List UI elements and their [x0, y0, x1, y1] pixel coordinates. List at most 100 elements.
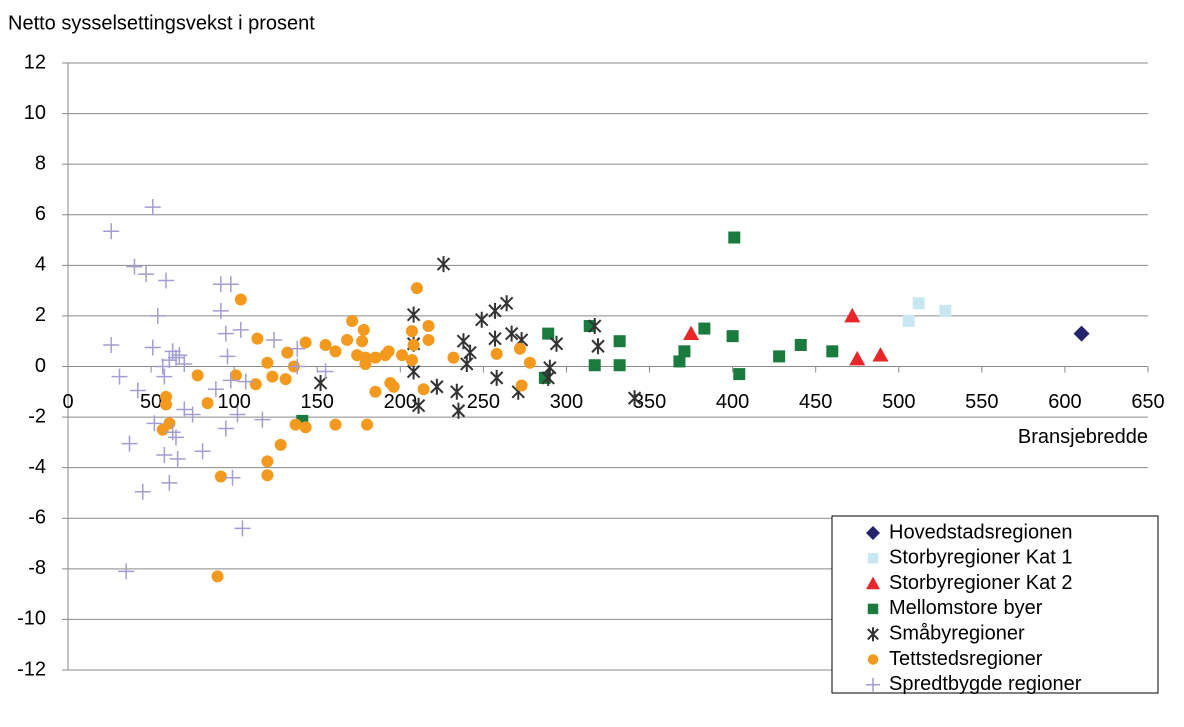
point: [939, 304, 952, 317]
point: [217, 420, 234, 437]
point: [146, 415, 163, 432]
y-tick-label: 12: [24, 51, 46, 73]
point: [266, 331, 283, 348]
point: [176, 355, 193, 372]
legend-box: [831, 515, 1159, 694]
point: [118, 563, 135, 580]
x-axis-label: Bransjebredde: [1018, 426, 1148, 448]
point: [237, 373, 254, 390]
y-tick-label: 2: [35, 304, 46, 326]
point: [411, 397, 426, 414]
point: [826, 345, 839, 358]
point: [149, 307, 166, 324]
y-tick-label: 6: [35, 203, 46, 225]
x-tick-label: 300: [550, 391, 583, 413]
point: [515, 379, 528, 392]
point: [279, 373, 292, 386]
y-tick-label: 10: [24, 102, 46, 124]
point: [406, 306, 421, 323]
point: [229, 369, 242, 382]
point: [201, 397, 214, 410]
point: [406, 363, 421, 380]
point: [447, 351, 460, 364]
point: [313, 374, 328, 391]
point: [773, 350, 786, 363]
point: [867, 603, 879, 615]
point: [211, 570, 224, 583]
point: [138, 266, 155, 283]
x-tick-label: 450: [799, 391, 832, 413]
x-tick-label: 200: [384, 391, 417, 413]
point: [673, 355, 686, 368]
point: [103, 337, 120, 354]
point: [184, 406, 201, 423]
point: [866, 677, 880, 692]
point: [407, 339, 420, 352]
point: [319, 339, 332, 352]
point: [489, 369, 504, 386]
legend-label: Hovedstadsregionen: [889, 521, 1072, 543]
point: [549, 335, 564, 352]
x-tick-label: 400: [716, 391, 749, 413]
point: [289, 418, 302, 431]
y-tick-label: 0: [35, 355, 46, 377]
point: [698, 322, 711, 335]
point: [867, 553, 879, 564]
y-tick-label: -6: [28, 507, 46, 529]
point: [369, 385, 382, 398]
point: [490, 347, 503, 360]
point: [794, 339, 807, 352]
x-tick-label: 50: [140, 391, 162, 413]
point: [274, 438, 287, 451]
point: [488, 330, 502, 347]
legend-label: Storbyregioner Kat 2: [889, 572, 1072, 594]
point: [405, 325, 418, 338]
point: [450, 383, 464, 400]
point: [460, 355, 474, 372]
point: [475, 311, 489, 328]
point: [1073, 325, 1090, 342]
y-tick-label: -2: [28, 405, 46, 427]
point: [588, 359, 601, 372]
point: [395, 349, 408, 362]
point: [176, 401, 193, 418]
point: [229, 406, 246, 423]
point: [422, 333, 435, 346]
point: [232, 321, 249, 338]
legend-label: Tettstedsregioner: [889, 648, 1043, 670]
y-tick-label: -10: [17, 608, 46, 630]
point: [726, 330, 739, 343]
point: [867, 627, 879, 642]
point: [164, 343, 181, 360]
point: [171, 347, 188, 364]
point: [678, 345, 691, 358]
point: [346, 314, 359, 327]
legend: Hovedstadsregionen Storbyregioner Kat 1 St…: [866, 521, 1082, 695]
point: [591, 338, 605, 355]
point: [341, 333, 354, 346]
grid: -12 -10 -8 -6 -4 -2 0 2 4 6 8 10 12 0 50 100 150 200 250 30…: [17, 51, 1165, 680]
point: [410, 282, 423, 295]
point: [357, 323, 370, 336]
point: [369, 351, 382, 364]
point: [379, 349, 392, 362]
point: [168, 429, 184, 446]
point: [456, 333, 471, 350]
point: [356, 335, 369, 348]
point: [129, 382, 146, 399]
x-tick-label: 250: [467, 391, 500, 413]
point: [156, 423, 169, 436]
x-tick-label: 500: [882, 391, 915, 413]
point: [168, 349, 184, 366]
point: [387, 380, 400, 393]
point: [499, 295, 514, 312]
point: [254, 411, 271, 428]
legend-label: Mellomstore byer: [889, 597, 1043, 619]
point: [266, 370, 279, 383]
x-tick-label: 150: [301, 391, 334, 413]
point: [613, 359, 626, 372]
point: [361, 418, 374, 431]
point: [154, 358, 171, 375]
